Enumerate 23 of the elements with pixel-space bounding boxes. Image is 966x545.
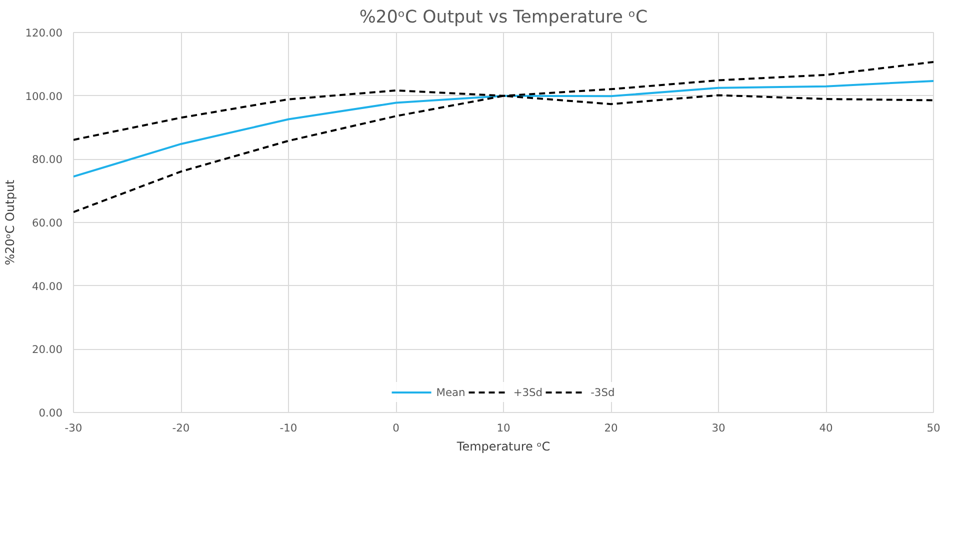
x-tick-label: 0 xyxy=(392,422,400,434)
y-axis-title: %20ᵒC Output xyxy=(3,179,18,266)
y-tick-label: 0.00 xyxy=(38,406,63,420)
x-tick-label: -20 xyxy=(172,422,190,434)
legend-label: +3Sd xyxy=(513,386,543,398)
x-tick-label: 30 xyxy=(712,422,726,434)
chart-title: %20ᵒC Output vs Temperature ᵒC xyxy=(359,8,648,28)
x-axis-title: Temperature ᵒC xyxy=(456,440,550,454)
y-tick-label: 120.00 xyxy=(25,26,63,40)
x-tick-label: -30 xyxy=(64,422,82,434)
y-tick-label: 100.00 xyxy=(25,90,63,103)
x-tick-label: 50 xyxy=(926,422,940,434)
line-series xyxy=(74,80,934,178)
y-tick-label: 20.00 xyxy=(32,343,63,356)
y-tick-label: 60.00 xyxy=(32,216,63,230)
legend-label: Mean xyxy=(436,386,466,398)
legend-label: -3Sd xyxy=(590,386,615,398)
y-tick-label: 80.00 xyxy=(32,153,63,166)
x-tick-label: 20 xyxy=(604,422,618,434)
x-tick-label: 40 xyxy=(819,422,833,434)
x-tick-label: 10 xyxy=(496,422,510,434)
x-tick-label: -10 xyxy=(280,422,298,434)
y-tick-label: 40.00 xyxy=(32,280,63,293)
